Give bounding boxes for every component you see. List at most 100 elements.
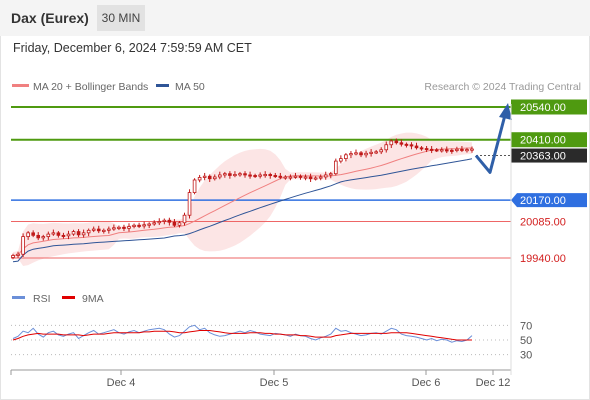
candle-body bbox=[182, 214, 187, 224]
candle-body bbox=[414, 145, 419, 149]
rsi-axis-label: 50 bbox=[520, 335, 532, 347]
candle-body bbox=[450, 149, 454, 152]
chart-header: Dax (Eurex) 30 MIN bbox=[0, 0, 590, 36]
candle-body bbox=[288, 176, 293, 179]
candle-body bbox=[465, 149, 469, 152]
candle-body bbox=[172, 221, 177, 226]
candle-body bbox=[238, 173, 242, 176]
candle-body bbox=[253, 175, 257, 178]
rsi-line bbox=[12, 324, 473, 343]
candle-body bbox=[268, 174, 273, 177]
candle-body bbox=[298, 175, 303, 178]
candle-body bbox=[96, 228, 101, 232]
projection-arrow bbox=[474, 103, 512, 174]
bollinger-band-fill bbox=[13, 132, 472, 266]
last-price-tag bbox=[511, 148, 587, 163]
x-axis: Dec 4 Dec 5 Dec 6 Dec 12 bbox=[10, 370, 511, 389]
rsi-panel: 70 50 30 bbox=[11, 320, 532, 362]
candle-body bbox=[157, 221, 162, 224]
x-tick-label: Dec 6 bbox=[412, 377, 441, 389]
candle-body bbox=[107, 228, 111, 231]
candle-body bbox=[439, 149, 444, 152]
candle-body bbox=[61, 234, 66, 237]
candle-body bbox=[218, 174, 222, 178]
candle-body bbox=[132, 224, 136, 227]
candle-body bbox=[243, 173, 247, 176]
pivot-tag-text: 20170.00 bbox=[520, 195, 566, 207]
candle-body bbox=[137, 224, 141, 227]
candle-body bbox=[429, 148, 434, 151]
candle-body bbox=[273, 175, 278, 178]
candle-body bbox=[303, 176, 308, 179]
candle-body bbox=[112, 227, 116, 230]
candle-body bbox=[122, 226, 126, 229]
candle-body bbox=[233, 174, 237, 177]
legend-label-9ma: 9MA bbox=[82, 293, 104, 305]
candle-body bbox=[202, 175, 207, 178]
candle-body bbox=[318, 176, 323, 179]
candle-body bbox=[359, 152, 363, 156]
price-levels bbox=[11, 106, 511, 259]
rsi-axis-label: 70 bbox=[520, 320, 532, 332]
candle-body bbox=[379, 149, 384, 153]
candle-body bbox=[374, 151, 378, 154]
timeframe-badge[interactable]: 30 MIN bbox=[97, 5, 145, 31]
legend-swatch-rsi bbox=[12, 296, 25, 299]
candle-body bbox=[263, 174, 267, 177]
candle-body bbox=[328, 173, 333, 176]
candle-body bbox=[313, 177, 318, 180]
candle-body bbox=[334, 160, 338, 175]
candle-body bbox=[167, 219, 172, 223]
price-level-tags: 20540.00 20410.00 20363.00 20170.00 20085.00… bbox=[511, 99, 587, 265]
last-price-tag-text: 20363.00 bbox=[520, 151, 566, 163]
candle-body bbox=[51, 232, 56, 235]
candle-body bbox=[192, 179, 197, 193]
candle-body bbox=[81, 232, 86, 236]
candle-body bbox=[207, 175, 212, 180]
instrument-title: Dax (Eurex) bbox=[11, 10, 89, 26]
candle-body bbox=[212, 176, 217, 180]
candle-body bbox=[91, 228, 96, 231]
candle-body bbox=[223, 173, 227, 176]
x-tick-label: Dec 12 bbox=[476, 377, 511, 389]
rsi-ma-line bbox=[12, 330, 472, 341]
ma50-line bbox=[12, 158, 473, 263]
candle-body bbox=[278, 175, 283, 178]
candle-body bbox=[394, 140, 399, 144]
candle-body bbox=[308, 176, 313, 180]
candle-body bbox=[11, 255, 15, 258]
candle-body bbox=[444, 149, 449, 152]
candle-body bbox=[26, 232, 30, 238]
candle-body bbox=[248, 174, 252, 177]
candle-body bbox=[293, 175, 298, 178]
candle-body bbox=[86, 229, 91, 234]
candle-body bbox=[434, 149, 439, 152]
candle-body bbox=[142, 224, 146, 227]
chart-date: Friday, December 6, 2024 7:59:59 AM CET bbox=[13, 41, 252, 55]
candle-body bbox=[56, 232, 61, 236]
candlesticks bbox=[11, 138, 474, 260]
candle-body bbox=[187, 192, 192, 216]
projection-path bbox=[474, 114, 507, 174]
copyright-text: Research © 2024 Trading Central bbox=[424, 81, 581, 93]
moving-averages bbox=[12, 147, 473, 263]
candle-body bbox=[117, 226, 121, 229]
candle-body bbox=[404, 143, 409, 146]
legend-label-ma20: MA 20 + Bollinger Bands bbox=[33, 81, 148, 93]
candle-body bbox=[21, 236, 25, 255]
x-tick-label: Dec 4 bbox=[107, 377, 136, 389]
candle-body bbox=[41, 236, 46, 239]
legend-label-rsi: RSI bbox=[33, 293, 51, 305]
candle-body bbox=[339, 158, 343, 162]
candle-body bbox=[419, 147, 424, 150]
ma20-line bbox=[12, 147, 473, 256]
candle-body bbox=[344, 154, 348, 159]
candle-body bbox=[399, 142, 404, 145]
candle-body bbox=[389, 140, 394, 146]
legend-swatch-9ma bbox=[62, 296, 75, 299]
candle-body bbox=[46, 233, 51, 238]
candle-body bbox=[364, 152, 368, 156]
legend-swatch-ma20 bbox=[12, 84, 29, 87]
candle-body bbox=[283, 176, 288, 179]
